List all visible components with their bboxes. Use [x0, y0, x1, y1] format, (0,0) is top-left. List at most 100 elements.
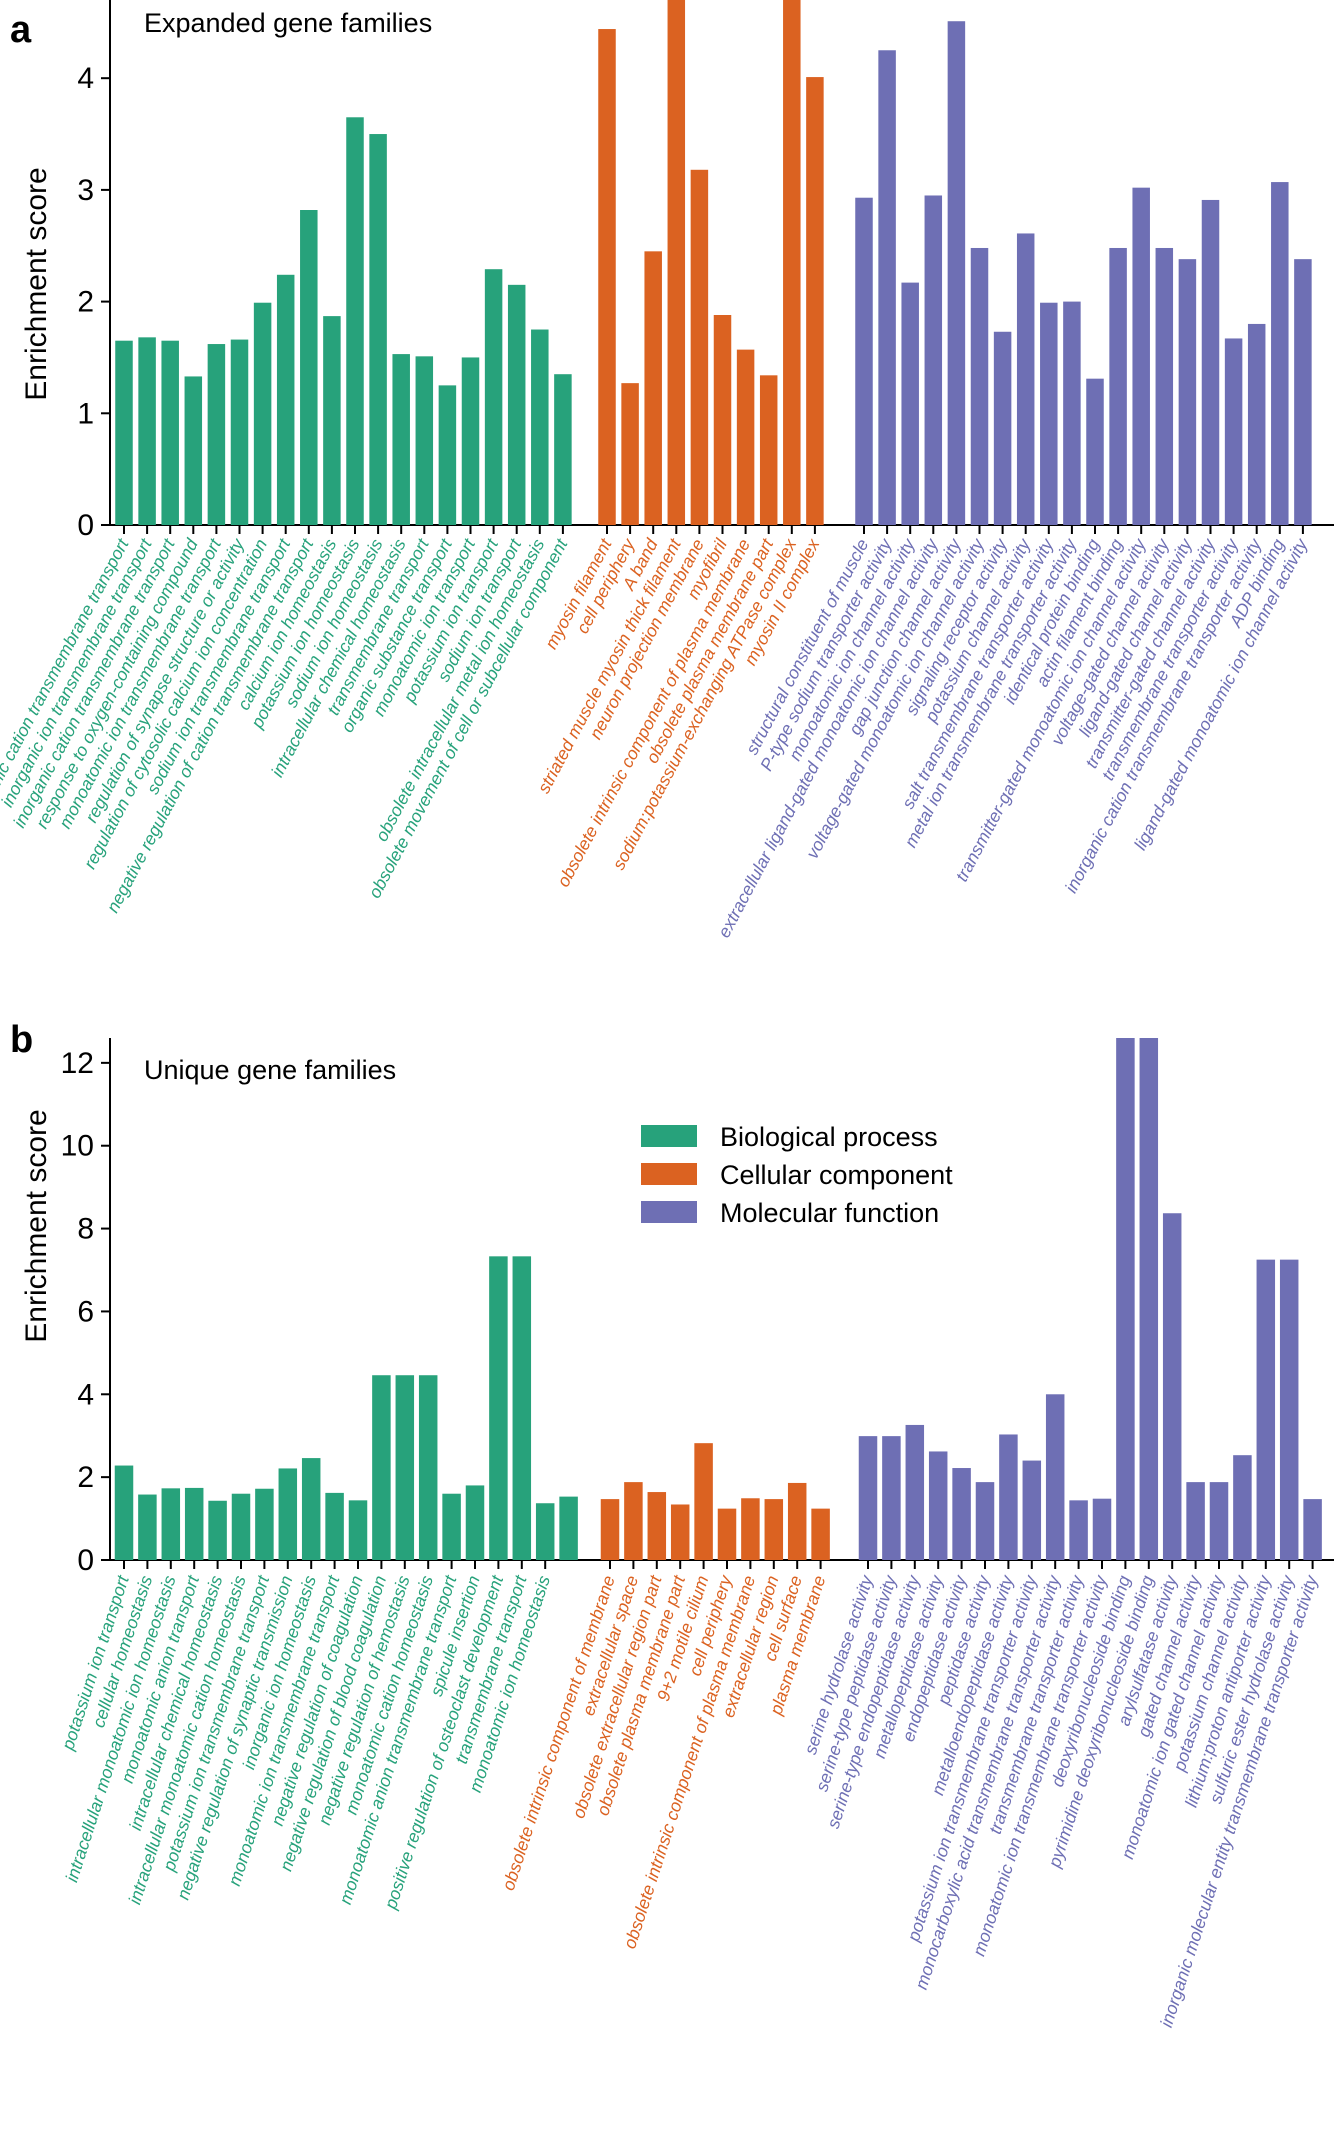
bar-biological-process-7	[255, 1488, 274, 1560]
bar-molecular-function-20	[1294, 259, 1312, 525]
bar-molecular-function-8	[1022, 1460, 1042, 1560]
bar-molecular-function-5	[947, 21, 966, 526]
bar-molecular-function-8	[1016, 233, 1035, 525]
bar-cellular-component-2	[624, 1482, 643, 1560]
bar-cellular-component-10	[806, 77, 824, 526]
bar-biological-process-3	[161, 340, 179, 525]
bar-biological-process-19	[535, 1503, 555, 1560]
bar-biological-process-10	[325, 1492, 344, 1560]
bar-cellular-component-1	[600, 1499, 620, 1560]
panel-b-letter: b	[10, 1019, 33, 1061]
bar-molecular-function-13	[1139, 1038, 1159, 1560]
bar-molecular-function-7	[999, 1434, 1018, 1560]
bar-molecular-function-16	[1201, 199, 1220, 525]
bar-biological-process-12	[369, 134, 387, 526]
bar-cellular-component-2	[621, 383, 639, 525]
y-tick-label: 0	[77, 1544, 94, 1577]
y-tick-label: 0	[77, 509, 94, 542]
bar-biological-process-16	[461, 357, 480, 525]
bar-biological-process-9	[300, 210, 318, 525]
bar-biological-process-17	[489, 1256, 508, 1560]
bar-biological-process-8	[276, 274, 295, 525]
bar-cellular-component-8	[759, 375, 778, 525]
bar-biological-process-12	[372, 1375, 391, 1560]
bar-molecular-function-17	[1233, 1455, 1252, 1560]
bar-biological-process-17	[484, 269, 503, 525]
bar-cellular-component-1	[598, 29, 616, 526]
bar-molecular-function-6	[970, 247, 989, 525]
bar-biological-process-7	[253, 302, 272, 525]
y-tick-label: 4	[77, 62, 94, 95]
y-tick-label: 12	[61, 1047, 94, 1080]
bar-cellular-component-7	[736, 349, 755, 525]
bar-molecular-function-12	[1116, 1038, 1135, 1560]
bar-molecular-function-9	[1040, 302, 1058, 525]
y-tick-label: 2	[77, 286, 94, 319]
bar-molecular-function-19	[1271, 182, 1289, 525]
y-tick-label: 8	[77, 1213, 94, 1246]
bar-cellular-component-6	[717, 1508, 737, 1560]
legend-label-molecular-function: Molecular function	[720, 1198, 939, 1228]
bar-molecular-function-11	[1092, 1498, 1112, 1560]
bar-biological-process-4	[184, 1487, 204, 1560]
bar-molecular-function-4	[924, 195, 943, 525]
y-tick-label: 10	[61, 1130, 94, 1163]
bar-biological-process-11	[348, 1500, 368, 1560]
legend-swatch-cellular-component	[641, 1163, 697, 1185]
legend: Biological process Cellular component Mo…	[641, 1122, 953, 1228]
bar-biological-process-8	[278, 1468, 298, 1560]
bar-molecular-function-13	[1132, 187, 1150, 525]
legend-label-cellular-component: Cellular component	[720, 1160, 953, 1190]
bar-molecular-function-19	[1279, 1259, 1299, 1560]
bar-molecular-function-11	[1086, 378, 1104, 525]
bar-cellular-component-10	[811, 1508, 830, 1560]
panel-a-title: Expanded gene families	[144, 8, 432, 38]
bar-molecular-function-9	[1045, 1394, 1065, 1560]
bar-biological-process-13	[395, 1375, 415, 1560]
panel-a-ylabel: Enrichment score	[20, 167, 53, 400]
bar-biological-process-4	[184, 376, 203, 525]
bar-biological-process-5	[207, 344, 226, 525]
panel-a-letter: a	[10, 9, 32, 51]
bar-cellular-component-9	[787, 1482, 807, 1560]
bar-biological-process-19	[531, 329, 549, 525]
bar-molecular-function-1	[858, 1436, 878, 1560]
y-tick-label: 2	[77, 1461, 94, 1494]
bar-molecular-function-16	[1209, 1482, 1229, 1560]
bar-cellular-component-5	[690, 169, 709, 525]
bar-biological-process-20	[559, 1496, 578, 1560]
bar-molecular-function-10	[1069, 1500, 1088, 1560]
legend-swatch-biological-process	[641, 1125, 697, 1147]
bar-cellular-component-7	[741, 1498, 760, 1560]
y-tick-label: 3	[77, 174, 94, 207]
bar-molecular-function-1	[855, 197, 873, 525]
bar-molecular-function-20	[1303, 1499, 1322, 1560]
bar-biological-process-18	[512, 1256, 532, 1560]
bar-biological-process-14	[418, 1375, 438, 1560]
bar-cellular-component-3	[644, 251, 662, 526]
bar-biological-process-6	[231, 1493, 251, 1560]
bar-cellular-component-9	[783, 0, 801, 525]
bar-molecular-function-3	[901, 282, 919, 525]
bar-biological-process-10	[323, 316, 341, 525]
bar-molecular-function-15	[1186, 1482, 1205, 1560]
bar-biological-process-3	[161, 1488, 181, 1560]
panel-b-ylabel: Enrichment score	[20, 1109, 53, 1342]
y-tick-label: 4	[77, 1378, 94, 1411]
bar-molecular-function-10	[1063, 301, 1081, 525]
bar-molecular-function-7	[993, 331, 1012, 525]
bar-molecular-function-14	[1162, 1213, 1182, 1560]
y-tick-label: 1	[77, 397, 94, 430]
bar-molecular-function-17	[1224, 338, 1243, 525]
bar-molecular-function-4	[928, 1451, 948, 1560]
bar-biological-process-9	[301, 1458, 321, 1560]
bar-molecular-function-18	[1247, 323, 1266, 525]
bar-cellular-component-4	[667, 0, 686, 525]
bar-molecular-function-2	[882, 1436, 901, 1560]
bar-cellular-component-5	[694, 1443, 713, 1560]
bar-molecular-function-2	[878, 50, 896, 525]
bar-cellular-component-4	[670, 1504, 690, 1560]
bar-molecular-function-15	[1178, 259, 1197, 525]
bar-biological-process-14	[415, 356, 434, 525]
